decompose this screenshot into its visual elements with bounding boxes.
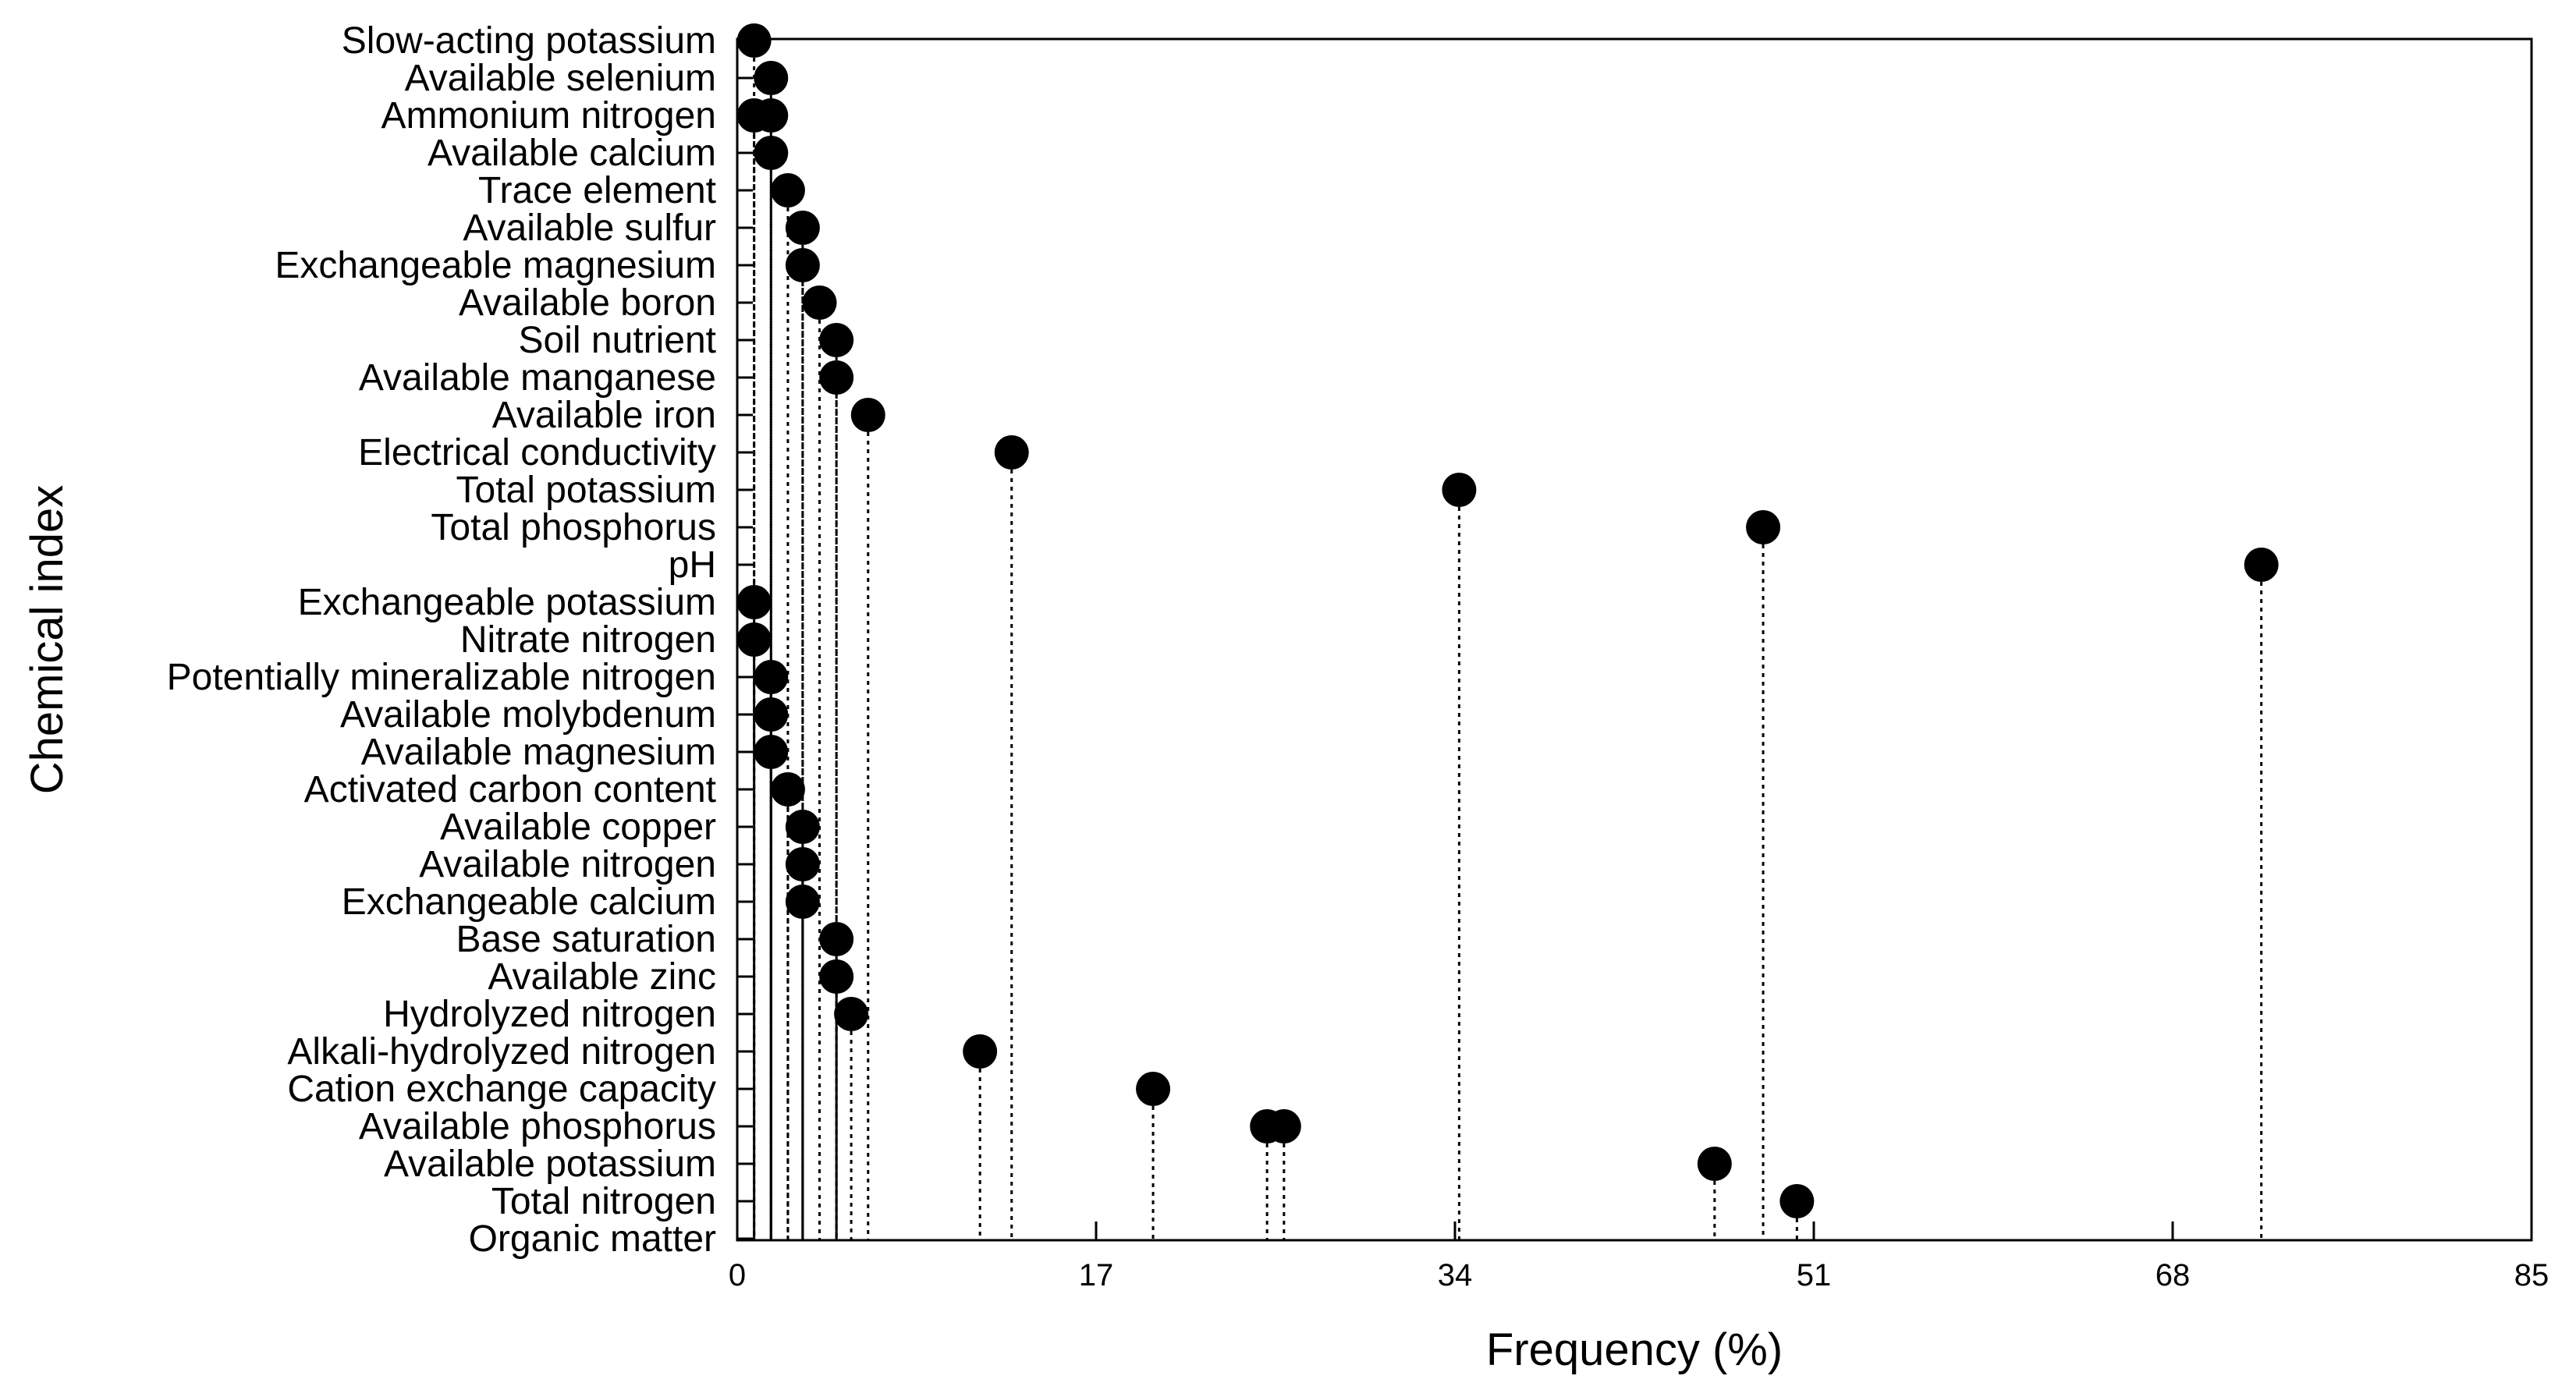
data-point: [819, 922, 854, 956]
points-layer: [736, 23, 2279, 1218]
category-label: Hydrolyzed nitrogen: [383, 994, 716, 1035]
data-point: [754, 98, 789, 133]
data-point: [785, 211, 820, 245]
data-point: [785, 810, 820, 844]
category-label: Available magnesium: [361, 732, 716, 773]
data-point: [785, 847, 820, 881]
category-label: Available calcium: [428, 133, 716, 174]
category-label: Exchangeable magnesium: [275, 245, 716, 286]
category-label: Available potassium: [384, 1143, 716, 1185]
category-label: Available iron: [492, 395, 716, 436]
x-ticks-layer: [736, 1221, 2533, 1240]
data-point: [1779, 1184, 1815, 1218]
x-tick-label: 34: [1438, 1258, 1473, 1292]
data-point: [785, 885, 820, 919]
category-label: Total potassium: [456, 470, 717, 511]
data-point: [754, 660, 789, 694]
data-point: [802, 285, 837, 320]
category-label: pH: [669, 544, 716, 586]
category-label: Available boron: [459, 282, 716, 324]
data-point: [1697, 1147, 1732, 1181]
data-point: [994, 435, 1029, 470]
category-label: Soil nutrient: [519, 320, 716, 361]
category-label: Available copper: [440, 807, 716, 848]
category-label: Available zinc: [488, 956, 716, 998]
data-point: [770, 772, 805, 807]
data-point: [2244, 548, 2279, 582]
y-axis-title: Chemical index: [22, 485, 73, 795]
category-label: Trace element: [478, 170, 716, 211]
category-label: Alkali-hydrolyzed nitrogen: [287, 1031, 716, 1073]
category-label: Available manganese: [359, 357, 716, 399]
data-point: [1442, 473, 1477, 507]
data-point: [850, 398, 885, 432]
x-tick-label: 68: [2156, 1258, 2191, 1292]
x-tick-label: 0: [729, 1258, 746, 1292]
data-point: [754, 136, 789, 170]
category-label: Available molybdenum: [340, 694, 716, 736]
category-label: Available nitrogen: [419, 844, 716, 885]
category-label: Base saturation: [456, 919, 716, 960]
data-point: [819, 959, 854, 994]
category-label: Available sulfur: [463, 207, 716, 249]
data-point: [736, 622, 772, 657]
x-tick-label: 85: [2514, 1258, 2549, 1292]
data-point: [963, 1034, 998, 1069]
category-label: Cation exchange capacity: [287, 1069, 716, 1110]
category-label: Available selenium: [405, 58, 716, 99]
data-point: [754, 697, 789, 732]
data-point: [1746, 510, 1781, 544]
category-label: Potentially mineralizable nitrogen: [167, 657, 716, 698]
data-point: [736, 585, 772, 619]
x-axis-title: Frequency (%): [1486, 1324, 1783, 1375]
data-point: [834, 997, 869, 1031]
data-point: [736, 23, 772, 58]
data-point: [819, 360, 854, 395]
category-label: Total phosphorus: [431, 507, 716, 548]
category-label: Organic matter: [469, 1218, 716, 1260]
category-label: Activated carbon content: [304, 769, 716, 810]
data-point: [754, 61, 789, 95]
category-label: Nitrate nitrogen: [460, 619, 716, 661]
category-label: Total nitrogen: [491, 1181, 716, 1222]
category-label: Exchangeable calcium: [342, 881, 716, 923]
category-label: Exchangeable potassium: [298, 582, 716, 623]
category-label: Electrical conductivity: [358, 432, 716, 473]
data-point: [1136, 1072, 1171, 1106]
data-point: [770, 173, 805, 207]
data-point: [754, 735, 789, 769]
x-tick-label: 17: [1079, 1258, 1114, 1292]
data-point: [785, 248, 820, 282]
category-label: Available phosphorus: [359, 1106, 716, 1147]
x-tick-label: 51: [1797, 1258, 1832, 1292]
category-label: Slow-acting potassium: [342, 20, 716, 62]
data-point: [819, 323, 854, 357]
category-label: Ammonium nitrogen: [381, 95, 716, 137]
data-point: [1266, 1109, 1301, 1143]
x-tick-labels-layer: 0 17 34 51 68 85: [729, 1258, 2549, 1292]
